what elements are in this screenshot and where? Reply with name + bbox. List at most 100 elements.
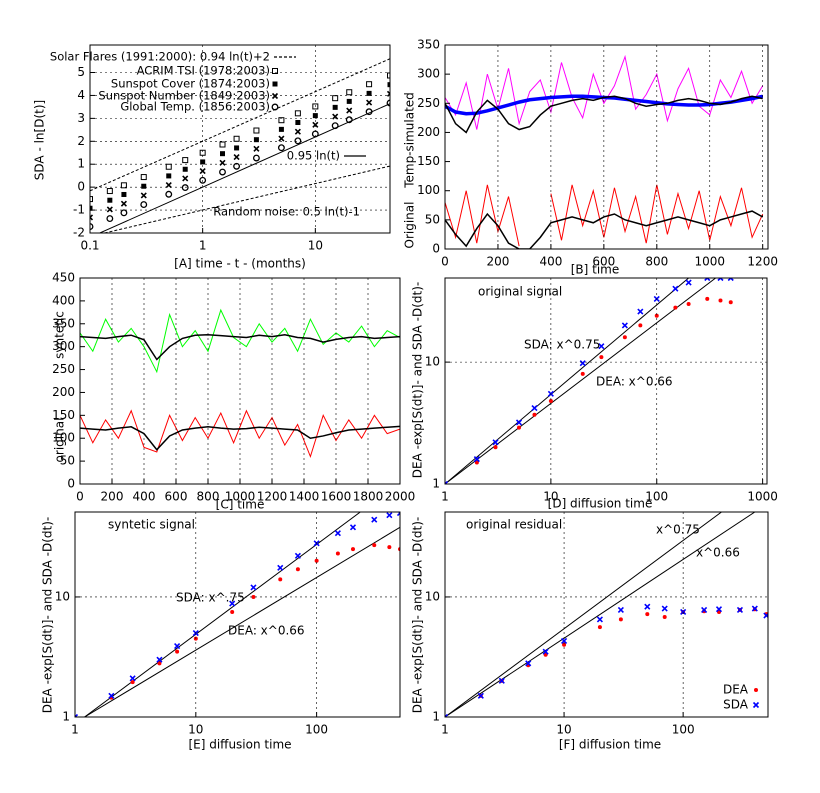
y-tick-label: 10 bbox=[425, 589, 440, 603]
legend-label: Sunspot Cover (1874:2003) bbox=[111, 77, 270, 91]
marker bbox=[253, 145, 260, 152]
marker bbox=[493, 445, 498, 450]
marker bbox=[251, 594, 256, 599]
plot-area bbox=[445, 512, 768, 717]
y-tick-label: 150 bbox=[417, 154, 440, 168]
legend-label: Global Temp. (1856:2003) bbox=[120, 100, 270, 114]
x-tick-label: 600 bbox=[592, 255, 615, 269]
marker bbox=[686, 301, 691, 306]
marker bbox=[637, 308, 644, 315]
marker bbox=[75, 713, 79, 717]
x-axis-label: [E] diffusion time bbox=[188, 738, 291, 752]
marker bbox=[230, 609, 235, 614]
marker bbox=[106, 188, 113, 195]
marker bbox=[621, 322, 628, 329]
plot-frame bbox=[444, 44, 769, 250]
x-tick-label: 1200 bbox=[257, 490, 288, 504]
marker bbox=[140, 174, 147, 181]
marker bbox=[386, 90, 390, 97]
y-tick-label: 350 bbox=[417, 38, 440, 52]
marker bbox=[90, 214, 94, 221]
marker bbox=[277, 144, 285, 152]
marker bbox=[492, 439, 499, 446]
x-tick-label: 10 bbox=[308, 239, 323, 253]
marker bbox=[108, 692, 115, 699]
y-tick-label: 150 bbox=[52, 408, 75, 422]
marker bbox=[618, 617, 623, 622]
marker bbox=[120, 182, 127, 189]
annotation: DEA: x^0.66 bbox=[228, 624, 305, 638]
marker bbox=[728, 300, 733, 305]
marker bbox=[661, 605, 668, 612]
y-tick-label: 300 bbox=[52, 339, 75, 353]
y-tick-label: 1 bbox=[432, 710, 440, 724]
marker bbox=[278, 117, 285, 124]
marker bbox=[130, 680, 135, 685]
marker bbox=[294, 552, 301, 559]
annotation: original residual bbox=[466, 518, 562, 532]
marker bbox=[219, 159, 226, 166]
marker bbox=[542, 648, 549, 655]
y-axis-label: syntetic bbox=[53, 311, 67, 359]
marker bbox=[182, 175, 189, 182]
y-tick-label: 1 bbox=[77, 157, 85, 171]
marker bbox=[314, 558, 319, 563]
marker bbox=[165, 163, 172, 170]
marker bbox=[498, 677, 505, 684]
marker bbox=[253, 137, 259, 143]
marker bbox=[229, 600, 236, 607]
marker bbox=[717, 278, 724, 282]
marker bbox=[129, 675, 136, 682]
series-line bbox=[445, 54, 764, 130]
y-tick-label: -2 bbox=[73, 226, 85, 240]
marker bbox=[90, 223, 94, 231]
marker bbox=[233, 154, 240, 161]
marker bbox=[579, 360, 586, 367]
marker bbox=[371, 516, 378, 523]
marker bbox=[174, 642, 181, 650]
marker bbox=[515, 419, 523, 426]
marker bbox=[644, 603, 651, 610]
marker bbox=[349, 524, 357, 531]
marker bbox=[548, 398, 553, 403]
x-axis-label: [D] diffusion time bbox=[548, 497, 653, 511]
y-tick-label: 1 bbox=[62, 710, 70, 724]
y-tick-label: 50 bbox=[425, 212, 440, 226]
x-tick-label: 200 bbox=[486, 255, 509, 269]
x-tick-label: 1200 bbox=[747, 255, 778, 269]
marker bbox=[107, 197, 113, 203]
marker bbox=[346, 107, 353, 114]
marker bbox=[387, 72, 390, 79]
x-axis-label: [F] diffusion time bbox=[559, 738, 661, 752]
marker bbox=[120, 200, 127, 207]
y-tick-label: 0 bbox=[67, 477, 75, 491]
x-tick-label: 400 bbox=[539, 255, 562, 269]
marker bbox=[312, 121, 319, 128]
legend-marker bbox=[271, 92, 279, 100]
marker bbox=[704, 278, 711, 282]
y-tick-label: 0 bbox=[432, 242, 440, 256]
marker bbox=[599, 355, 604, 360]
y-axis-label: DEA -exp[S(dt)]- and SDA -D(dt)- bbox=[411, 282, 425, 479]
x-tick-label: 1800 bbox=[353, 490, 384, 504]
marker bbox=[90, 196, 93, 203]
series-line bbox=[102, 165, 390, 233]
marker bbox=[617, 606, 624, 613]
marker bbox=[736, 606, 744, 613]
legend-label: Random noise: 0.5 ln(t)-1 bbox=[213, 205, 360, 219]
marker bbox=[253, 127, 260, 134]
y-tick-label: 10 bbox=[55, 589, 70, 603]
marker bbox=[622, 335, 627, 340]
marker bbox=[638, 323, 643, 328]
marker bbox=[121, 191, 127, 197]
series-line bbox=[84, 512, 361, 717]
annotation: original signal bbox=[478, 285, 562, 299]
marker bbox=[366, 99, 373, 106]
marker bbox=[278, 135, 285, 142]
x-tick-label: 10 bbox=[556, 723, 571, 737]
marker bbox=[175, 649, 180, 654]
legend-label: SDA bbox=[723, 698, 749, 712]
marker bbox=[233, 162, 241, 170]
x-tick-label: 600 bbox=[165, 490, 188, 504]
marker bbox=[219, 168, 226, 176]
